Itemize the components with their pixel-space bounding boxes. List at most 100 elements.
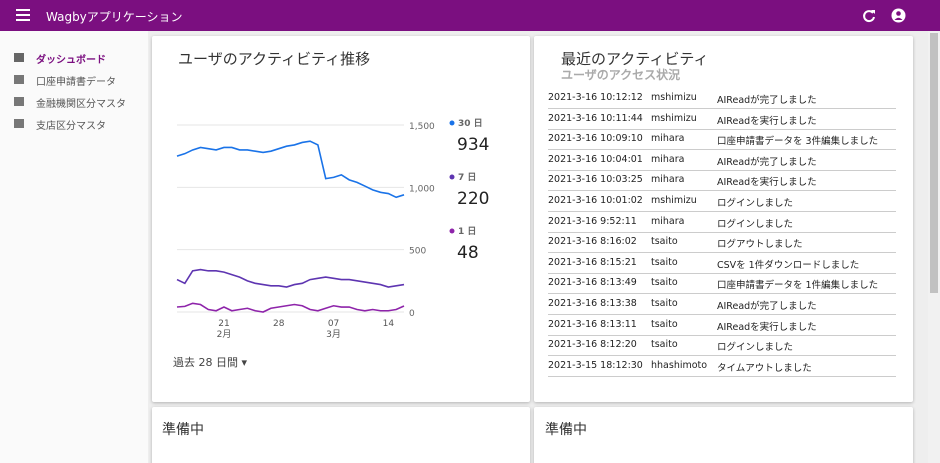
- table-cell: 2021-3-16 8:16:02: [548, 236, 637, 248]
- table-row: 2021-3-16 8:15:21 tsaito CSVを 1件ダウンロードしました: [548, 253, 896, 274]
- table-cell: mihara: [651, 215, 685, 227]
- table-cell: mihara: [651, 153, 685, 165]
- table-cell: AIReadを実行しました: [717, 115, 817, 127]
- table-cell: 2021-3-16 8:13:11: [548, 318, 637, 330]
- table-cell: 2021-3-16 8:12:20: [548, 339, 637, 351]
- table-cell: AIReadが完了しました: [717, 95, 817, 106]
- sidebar-icon: [14, 119, 24, 128]
- x-tick-label: 14: [383, 319, 395, 329]
- card-title: 準備中: [545, 422, 587, 438]
- table-cell: AIReadが完了しました: [717, 156, 817, 168]
- table-cell: tsaito: [651, 298, 678, 309]
- table-cell: 2021-3-16 10:01:02: [548, 195, 643, 206]
- table-cell: 2021-3-16 8:15:21: [548, 256, 637, 268]
- card-title: ユーザのアクティビティ推移: [178, 50, 371, 68]
- table-row: 2021-3-16 8:12:20 tsaito ログインしました: [548, 335, 896, 357]
- table-cell: tsaito: [651, 339, 678, 351]
- table-cell: AIReadが完了しました: [717, 301, 817, 312]
- sidebar-item[interactable]: 口座申請書データ: [36, 77, 116, 88]
- table-cell: 2021-3-15 18:12:30: [548, 359, 643, 371]
- refresh-button[interactable]: [862, 9, 876, 23]
- table-cell: 2021-3-16 10:12:12: [548, 92, 643, 103]
- legend-total: 934: [457, 135, 489, 155]
- table-row: 2021-3-16 10:04:01 mihara AIReadが完了しました: [548, 150, 896, 171]
- sidebar: ダッシュボード 口座申請書データ 金融機関区分マスタ 支店区分マスタ: [0, 31, 148, 463]
- x-tick-label: 28: [273, 319, 285, 329]
- sidebar-item[interactable]: 支店区分マスタ: [36, 121, 106, 132]
- x-tick-month: 2月: [217, 329, 232, 340]
- table-cell: mshimizu: [651, 92, 697, 103]
- table-cell: mshimizu: [651, 195, 697, 206]
- legend-dot: [449, 228, 455, 234]
- table-cell: tsaito: [651, 256, 678, 268]
- legend-label: 1 日: [458, 226, 476, 237]
- card-subtitle: ユーザのアクセス状況: [561, 68, 681, 82]
- table-row: 2021-3-16 10:12:12 mshimizu AIReadが完了しました: [548, 88, 896, 109]
- account-button[interactable]: [891, 8, 906, 23]
- sidebar-item[interactable]: ダッシュボード: [36, 55, 106, 66]
- table-row: 2021-3-16 10:09:10 mihara 口座申請書データを 3件編集しま…: [548, 129, 896, 151]
- table-cell: mihara: [651, 174, 685, 186]
- table-cell: mshimizu: [651, 112, 697, 124]
- app-title: Wagbyアプリケーション: [46, 10, 183, 24]
- table-cell: ログインしました: [717, 198, 794, 209]
- table-cell: 口座申請書データを 3件編集しました: [717, 136, 879, 148]
- table-cell: tsaito: [651, 277, 678, 289]
- table-cell: 2021-3-16 10:04:01: [548, 153, 643, 165]
- table-cell: tsaito: [651, 236, 678, 248]
- table-cell: 2021-3-16 10:03:25: [548, 174, 643, 186]
- table-row: 2021-3-16 8:13:38 tsaito AIReadが完了しました: [548, 294, 896, 315]
- table-cell: 2021-3-16 10:09:10: [548, 133, 643, 145]
- y-tick-label: 500: [409, 247, 426, 257]
- y-tick-label: 1,000: [409, 184, 435, 194]
- x-tick-label: 21: [218, 319, 229, 329]
- table-cell: AIReadを実行しました: [717, 321, 817, 333]
- card-title: 最近のアクティビティ: [561, 50, 709, 68]
- period-label: 過去 28 日間: [173, 356, 238, 369]
- table-cell: mihara: [651, 133, 685, 145]
- table-cell: 口座申請書データを 1件編集しました: [717, 280, 879, 292]
- table-cell: ログインしました: [717, 342, 794, 354]
- table-cell: AIReadを実行しました: [717, 177, 817, 189]
- sidebar-icon: [14, 97, 24, 106]
- table-row: 2021-3-16 10:03:25 mihara AIReadを実行しました: [548, 170, 896, 192]
- legend-dot: [449, 120, 455, 126]
- table-cell: タイムアウトしました: [717, 362, 812, 374]
- sidebar-icon: [14, 75, 24, 84]
- period-selector[interactable]: 過去 28 日間 ▾: [173, 356, 248, 369]
- table-cell: ログアウトしました: [717, 239, 803, 251]
- table-row: 2021-3-16 10:01:02 mshimizu ログインしました: [548, 191, 896, 212]
- table-cell: CSVを 1件ダウンロードしました: [717, 259, 860, 271]
- table-cell: 2021-3-16 10:11:44: [548, 112, 643, 124]
- x-tick-label: 07: [328, 319, 339, 329]
- table-cell: hhashimoto: [651, 359, 708, 371]
- legend-dot: [449, 174, 455, 180]
- series-line: [176, 302, 405, 313]
- legend-label: 30 日: [458, 118, 483, 129]
- pending-card: 準備中: [152, 407, 530, 463]
- y-tick-label: 0: [409, 309, 415, 319]
- table-row: 2021-3-15 18:12:30 hhashimoto タイムアウトしました: [548, 356, 896, 377]
- activity-card: ユーザのアクティビティ推移 過去 28 日間 ▾: [152, 36, 530, 402]
- table-row: 2021-3-16 9:52:11 mihara ログインしました: [548, 212, 896, 233]
- y-tick-label: 1,500: [409, 122, 435, 132]
- x-tick-month: 3月: [326, 329, 341, 340]
- series-line: [176, 140, 405, 199]
- legend-label: 7 日: [458, 172, 476, 183]
- table-row: 2021-3-16 8:13:11 tsaito AIReadを実行しました: [548, 315, 896, 336]
- card-title: 準備中: [162, 422, 204, 438]
- table-row: 2021-3-16 10:11:44 mshimizu AIReadを実行しました: [548, 109, 896, 130]
- menu-button[interactable]: [16, 9, 30, 21]
- recent-card: 最近のアクティビティ ユーザのアクセス状況 2021-3-16 10:12:12…: [534, 36, 913, 402]
- sidebar-item[interactable]: 金融機関区分マスタ: [36, 99, 126, 110]
- app-bar: Wagbyアプリケーション: [0, 0, 940, 31]
- legend-total: 48: [457, 243, 479, 263]
- table-row: 2021-3-16 8:16:02 tsaito ログアウトしました: [548, 232, 896, 254]
- pending-card: 準備中: [534, 407, 913, 463]
- table-cell: 2021-3-16 8:13:38: [548, 298, 637, 309]
- table-cell: 2021-3-16 8:13:49: [548, 277, 637, 289]
- table-cell: 2021-3-16 9:52:11: [548, 215, 637, 227]
- series-line: [176, 268, 405, 288]
